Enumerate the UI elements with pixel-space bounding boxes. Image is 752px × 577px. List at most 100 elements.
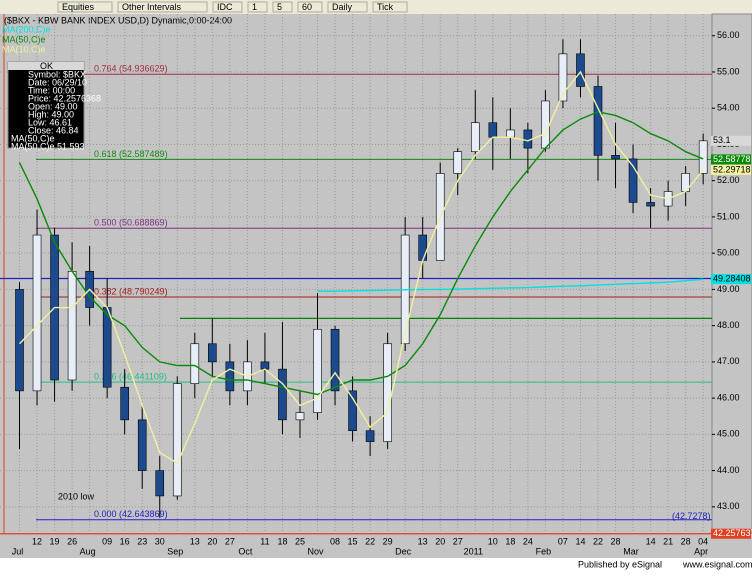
toolbar-label[interactable]: Equities — [62, 2, 95, 12]
toolbar-label[interactable]: Other Intervals — [122, 2, 182, 12]
candle-body — [172, 383, 182, 497]
candle-body — [313, 328, 322, 413]
x-tick-label: 27 — [225, 536, 235, 546]
candle-body — [32, 234, 42, 392]
candle-body — [365, 430, 375, 442]
x-tick-label: 21 — [663, 536, 673, 546]
data-window-row: Low: 46.61 — [28, 117, 72, 127]
y-tick-label: 52.00 — [717, 175, 740, 185]
toolbar-label[interactable]: Tick — [377, 2, 394, 12]
toolbar-button[interactable] — [372, 1, 408, 13]
x-tick-label: 28 — [611, 536, 621, 546]
toolbar-button[interactable] — [327, 1, 368, 13]
month-label: Nov — [308, 546, 325, 556]
month-label: 2011 — [464, 546, 483, 556]
toolbar-button[interactable] — [57, 1, 113, 13]
price-tag-label: 49.28408 — [713, 273, 751, 283]
fib-label: 0.000 (42.643869) — [94, 509, 168, 519]
time-axis — [0, 534, 752, 558]
fib-label: 0.764 (54.936629) — [94, 64, 168, 74]
price-tag — [711, 164, 751, 175]
candle-body — [67, 270, 77, 381]
x-tick-label: 09 — [102, 536, 112, 546]
x-tick-label: 11 — [260, 536, 269, 546]
month-label: Oct — [238, 546, 253, 556]
x-tick-label: 16 — [120, 536, 130, 546]
legend-entry: MA(10,C)e — [2, 44, 46, 54]
y-tick-label: 43.00 — [717, 501, 740, 511]
toolbar-button[interactable] — [297, 1, 323, 13]
x-tick-label: 26 — [67, 536, 77, 546]
fib-label: 0.382 (48.790249) — [94, 286, 168, 296]
annotation: 2010 low — [58, 491, 95, 501]
candle-body — [278, 368, 287, 421]
legend-entry: MA(200,C)e — [2, 24, 51, 34]
toolbar-button[interactable] — [212, 1, 243, 13]
candle-body — [330, 328, 340, 392]
url: www.esignal.com — [682, 559, 752, 569]
toolbar-button[interactable] — [117, 1, 208, 13]
x-tick-label: 20 — [435, 536, 445, 546]
ma-line — [18, 70, 704, 465]
y-tick-label: 49.00 — [717, 284, 740, 294]
candle-body — [488, 122, 498, 138]
chart-title: ($BKX - KBW BANK INDEX USD,D) Dynamic,0:… — [4, 15, 232, 25]
data-window-title[interactable]: OK — [40, 61, 53, 71]
month-label: Sep — [167, 546, 183, 556]
toolbar-label[interactable]: 5 — [277, 2, 282, 12]
x-tick-label: 10 — [488, 536, 498, 546]
fib-label: 0.500 (50.688869) — [94, 218, 168, 228]
month-label: Feb — [536, 546, 552, 556]
candle-body — [646, 202, 655, 207]
toolbar-label[interactable]: 1 — [252, 2, 257, 12]
y-tick-label: 56.00 — [717, 30, 740, 40]
candle-body — [137, 419, 147, 471]
fib-label: 0.618 (52.587489) — [94, 149, 168, 159]
candle-body — [208, 343, 217, 363]
data-window-row: MA(50,C)e 51.593 — [11, 141, 85, 151]
x-tick-label: 23 — [137, 536, 147, 546]
toolbar-label[interactable]: Daily — [332, 2, 353, 12]
candle-body — [190, 343, 200, 384]
toolbar-label[interactable]: 60 — [302, 2, 312, 12]
legend-entry: MA(50,C)e — [2, 34, 46, 44]
candle-body — [453, 151, 463, 174]
candle-body — [628, 158, 638, 203]
x-tick-label: 27 — [453, 536, 463, 546]
toolbar-label[interactable]: IDC — [217, 2, 233, 12]
month-label: Aug — [80, 546, 96, 556]
x-tick-label: 28 — [681, 536, 691, 546]
data-window-row: MA(50,C)e — [11, 133, 55, 143]
x-tick-label: 13 — [418, 536, 428, 546]
ma-line — [18, 111, 704, 396]
toolbar-button[interactable] — [272, 1, 293, 13]
x-tick-label: 13 — [190, 536, 200, 546]
candle-body — [576, 53, 585, 87]
ma-line — [317, 278, 704, 292]
price-tag-label: 52.29718 — [713, 164, 751, 174]
data-window-header — [8, 62, 84, 70]
candle-body — [102, 307, 112, 388]
candle-body — [558, 53, 568, 102]
month-label: Mar — [623, 546, 639, 556]
x-tick-label: 08 — [330, 536, 340, 546]
x-tick-label: 14 — [575, 536, 585, 546]
price-tag-label: 52.58778 — [713, 154, 751, 164]
candle-body — [120, 386, 129, 421]
x-tick-label: 22 — [365, 536, 375, 546]
price-tag-label: 53.1 — [713, 135, 731, 145]
fib-label: 0.236 (46.441109) — [94, 372, 167, 382]
price-tag — [711, 154, 751, 165]
price-tag-label: (42.7278) — [672, 511, 711, 521]
candle-body — [155, 470, 165, 497]
candle-body — [295, 412, 305, 421]
candle-body — [541, 100, 550, 149]
month-label: Jul — [12, 546, 24, 556]
x-tick-label: 22 — [593, 536, 603, 546]
toolbar-button[interactable] — [247, 1, 268, 13]
data-window-row: Close: 46.84 — [28, 125, 79, 135]
price-tag — [711, 135, 751, 146]
x-tick-label: 04 — [698, 536, 708, 546]
plot-area — [0, 14, 712, 534]
